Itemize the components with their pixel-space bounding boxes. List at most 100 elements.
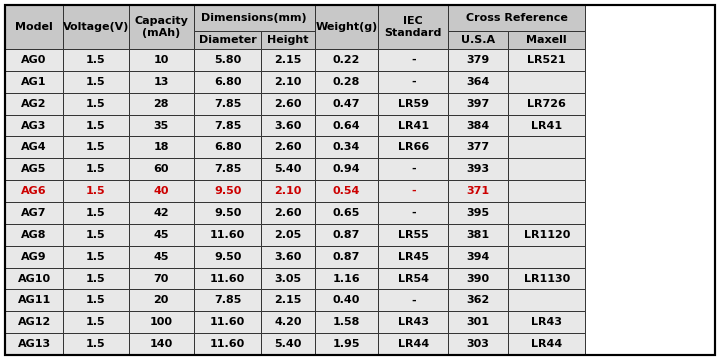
Text: AG6: AG6 (22, 186, 47, 196)
Bar (448, 93, 508, 115)
Bar (261, 71, 315, 93)
Text: 40: 40 (153, 186, 169, 196)
Bar (315, 93, 379, 115)
Bar (63, 49, 129, 71)
Bar (315, 71, 379, 93)
Text: -: - (411, 295, 415, 305)
Text: 0.40: 0.40 (333, 295, 360, 305)
Text: -: - (411, 77, 415, 87)
Text: -: - (411, 186, 415, 196)
Bar (379, 311, 448, 333)
Bar (129, 289, 194, 311)
Bar (129, 202, 194, 224)
Bar (194, 49, 261, 71)
Text: 20: 20 (153, 295, 169, 305)
Text: 6.80: 6.80 (214, 142, 241, 153)
Text: 2.10: 2.10 (274, 77, 302, 87)
Bar (379, 71, 448, 93)
Text: 6.80: 6.80 (214, 77, 241, 87)
Bar (315, 333, 379, 355)
Text: 0.54: 0.54 (333, 186, 360, 196)
Bar (194, 136, 261, 158)
Bar (261, 136, 315, 158)
Bar (194, 289, 261, 311)
Text: 2.60: 2.60 (274, 142, 302, 153)
Bar (5, 333, 63, 355)
Bar (63, 158, 129, 180)
Bar (379, 333, 448, 355)
Bar (448, 71, 508, 93)
Bar (315, 246, 379, 267)
Bar (379, 267, 448, 289)
Text: 395: 395 (467, 208, 490, 218)
Text: 4.20: 4.20 (274, 317, 302, 327)
Bar (508, 224, 585, 246)
Text: 2.10: 2.10 (274, 186, 302, 196)
Bar (129, 333, 194, 355)
Bar (63, 333, 129, 355)
Bar (379, 93, 448, 115)
Text: AG13: AG13 (17, 339, 50, 349)
Bar (194, 158, 261, 180)
Bar (63, 246, 129, 267)
Bar (261, 333, 315, 355)
Text: AG7: AG7 (22, 208, 47, 218)
Bar (261, 49, 315, 71)
Text: LR41: LR41 (397, 121, 429, 131)
Bar (508, 158, 585, 180)
Text: LR55: LR55 (398, 230, 428, 240)
Text: 1.5: 1.5 (86, 295, 106, 305)
Text: 0.87: 0.87 (333, 230, 360, 240)
Bar (63, 115, 129, 136)
Bar (194, 115, 261, 136)
Text: 0.65: 0.65 (333, 208, 360, 218)
Text: 0.64: 0.64 (333, 121, 360, 131)
Bar (261, 311, 315, 333)
Bar (129, 136, 194, 158)
Text: 3.60: 3.60 (274, 121, 302, 131)
Bar (508, 246, 585, 267)
Text: 1.5: 1.5 (86, 317, 106, 327)
Text: 1.5: 1.5 (86, 121, 106, 131)
Text: AG12: AG12 (17, 317, 50, 327)
Bar (448, 180, 508, 202)
Text: 42: 42 (153, 208, 169, 218)
Text: 362: 362 (467, 295, 490, 305)
Text: 70: 70 (153, 274, 169, 284)
Bar (448, 115, 508, 136)
Text: Cross Reference: Cross Reference (466, 13, 567, 23)
Bar (129, 224, 194, 246)
Bar (194, 267, 261, 289)
Text: 5.40: 5.40 (274, 164, 302, 174)
Bar (5, 5, 63, 49)
Text: 11.60: 11.60 (210, 230, 246, 240)
Text: 7.85: 7.85 (214, 295, 241, 305)
Bar (5, 71, 63, 93)
Bar (63, 180, 129, 202)
Text: 393: 393 (467, 164, 490, 174)
Bar (315, 158, 379, 180)
Bar (448, 289, 508, 311)
Bar (448, 158, 508, 180)
Text: 5.40: 5.40 (274, 339, 302, 349)
Text: Diameter: Diameter (199, 35, 256, 45)
Text: IEC
Standard: IEC Standard (384, 16, 442, 38)
Text: 0.28: 0.28 (333, 77, 360, 87)
Bar (508, 180, 585, 202)
Bar (5, 289, 63, 311)
Text: 397: 397 (467, 99, 490, 108)
Text: 2.15: 2.15 (274, 295, 302, 305)
Text: AG11: AG11 (17, 295, 50, 305)
Text: 3.60: 3.60 (274, 252, 302, 262)
Text: LR45: LR45 (397, 252, 428, 262)
Bar (261, 93, 315, 115)
Bar (261, 180, 315, 202)
Text: 9.50: 9.50 (214, 252, 241, 262)
Bar (194, 93, 261, 115)
Text: 384: 384 (467, 121, 490, 131)
Text: 9.50: 9.50 (214, 186, 241, 196)
Text: 1.5: 1.5 (86, 99, 106, 108)
Text: 371: 371 (467, 186, 490, 196)
Bar (379, 115, 448, 136)
Bar (194, 202, 261, 224)
